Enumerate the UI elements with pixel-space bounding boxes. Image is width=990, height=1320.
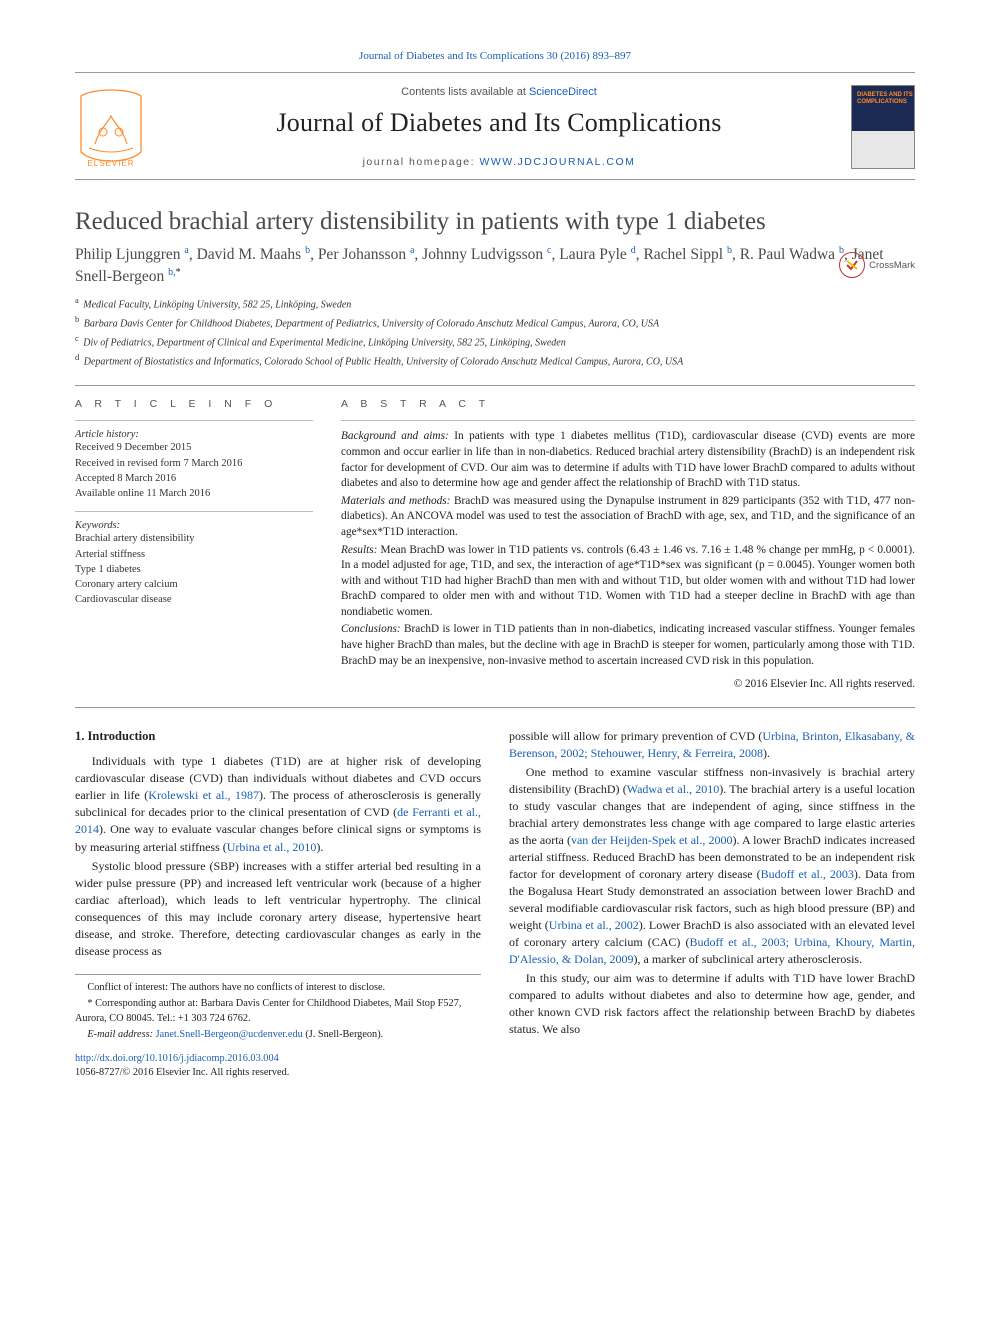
header-center: Contents lists available at ScienceDirec…	[165, 86, 833, 168]
issn-copyright: 1056-8727/© 2016 Elsevier Inc. All right…	[75, 1067, 289, 1078]
article-info-column: A R T I C L E I N F O Article history: R…	[75, 398, 313, 692]
body-column-left: 1. Introduction Individuals with type 1 …	[75, 728, 481, 1081]
section-heading-introduction: 1. Introduction	[75, 728, 481, 746]
history-item: Received in revised form 7 March 2016	[75, 456, 313, 471]
history-item: Accepted 8 March 2016	[75, 471, 313, 486]
affiliation-d: d Department of Biostatistics and Inform…	[75, 351, 915, 370]
affiliation-b: b Barbara Davis Center for Childhood Dia…	[75, 313, 915, 332]
abstract-label: A B S T R A C T	[341, 398, 915, 410]
abstract-paragraph: Materials and methods: BrachD was measur…	[341, 494, 915, 541]
divider	[75, 420, 313, 421]
keywords-list: Brachial artery distensibility Arterial …	[75, 531, 313, 607]
crossmark-badge[interactable]: CrossMark	[839, 252, 915, 278]
history-label: Article history:	[75, 429, 313, 440]
keyword: Coronary artery calcium	[75, 577, 313, 592]
body-paragraph: Systolic blood pressure (SBP) increases …	[75, 858, 481, 960]
abstract-paragraph: Results: Mean BrachD was lower in T1D pa…	[341, 543, 915, 621]
body-columns: 1. Introduction Individuals with type 1 …	[75, 728, 915, 1081]
citation-link[interactable]: Journal of Diabetes and Its Complication…	[359, 50, 631, 62]
affiliation-c: c Div of Pediatrics, Department of Clini…	[75, 332, 915, 351]
crossmark-icon	[839, 252, 865, 278]
journal-homepage-line: journal homepage: WWW.JDCJOURNAL.COM	[165, 156, 833, 168]
body-paragraph: In this study, our aim was to determine …	[509, 970, 915, 1038]
abstract-body: Background and aims: In patients with ty…	[341, 429, 915, 692]
abstract-column: A B S T R A C T Background and aims: In …	[341, 398, 915, 692]
doi-link[interactable]: http://dx.doi.org/10.1016/j.jdiacomp.201…	[75, 1053, 279, 1064]
elsevier-logo: ELSEVIER	[75, 86, 147, 168]
affiliations: a Medical Faculty, Linköping University,…	[75, 294, 915, 369]
affiliation-a: a Medical Faculty, Linköping University,…	[75, 294, 915, 313]
divider	[341, 420, 915, 421]
footnote-email: E-mail address: Janet.Snell-Bergeon@ucde…	[75, 1028, 481, 1042]
running-head-citation: Journal of Diabetes and Its Complication…	[75, 50, 915, 62]
corresponding-email-link[interactable]: Janet.Snell-Bergeon@ucdenver.edu	[156, 1029, 303, 1040]
page: Journal of Diabetes and Its Complication…	[0, 0, 990, 1320]
keyword: Brachial artery distensibility	[75, 531, 313, 546]
history-item: Available online 11 March 2016	[75, 486, 313, 501]
body-paragraph: possible will allow for primary preventi…	[509, 728, 915, 762]
footnotes: Conflict of interest: The authors have n…	[75, 974, 481, 1043]
homepage-prefix: journal homepage:	[363, 156, 480, 168]
doi-block: http://dx.doi.org/10.1016/j.jdiacomp.201…	[75, 1052, 481, 1080]
body-paragraph: Individuals with type 1 diabetes (T1D) a…	[75, 753, 481, 855]
divider	[75, 511, 313, 512]
contents-prefix: Contents lists available at	[401, 86, 529, 98]
contents-lists-line: Contents lists available at ScienceDirec…	[165, 86, 833, 98]
crossmark-label: CrossMark	[869, 260, 915, 271]
keyword: Arterial stiffness	[75, 547, 313, 562]
article-info-label: A R T I C L E I N F O	[75, 398, 313, 410]
footnote-conflict: Conflict of interest: The authors have n…	[75, 981, 481, 995]
journal-name: Journal of Diabetes and Its Complication…	[165, 108, 833, 138]
body-paragraph: One method to examine vascular stiffness…	[509, 764, 915, 968]
author-list: Philip Ljunggren a, David M. Maahs b, Pe…	[75, 244, 915, 288]
footnote-corresponding: * Corresponding author at: Barbara Davis…	[75, 997, 481, 1026]
sciencedirect-link[interactable]: ScienceDirect	[529, 86, 597, 98]
abstract-paragraph: Background and aims: In patients with ty…	[341, 429, 915, 491]
info-abstract-block: A R T I C L E I N F O Article history: R…	[75, 385, 915, 707]
article-title: Reduced brachial artery distensibility i…	[75, 208, 915, 236]
body-column-right: possible will allow for primary preventi…	[509, 728, 915, 1081]
keyword: Cardiovascular disease	[75, 592, 313, 607]
journal-cover-thumbnail: DIABETES AND ITS COMPLICATIONS	[851, 85, 915, 169]
cover-thumb-text: DIABETES AND ITS COMPLICATIONS	[857, 92, 914, 106]
journal-homepage-link[interactable]: WWW.JDCJOURNAL.COM	[479, 156, 635, 168]
history-item: Received 9 December 2015	[75, 440, 313, 455]
abstract-paragraph: Conclusions: BrachD is lower in T1D pati…	[341, 622, 915, 669]
keyword: Type 1 diabetes	[75, 562, 313, 577]
article-history: Received 9 December 2015 Received in rev…	[75, 440, 313, 501]
keywords-label: Keywords:	[75, 520, 313, 531]
journal-header: ELSEVIER Contents lists available at Sci…	[75, 72, 915, 180]
abstract-copyright: © 2016 Elsevier Inc. All rights reserved…	[341, 677, 915, 692]
svg-text:ELSEVIER: ELSEVIER	[87, 159, 134, 168]
